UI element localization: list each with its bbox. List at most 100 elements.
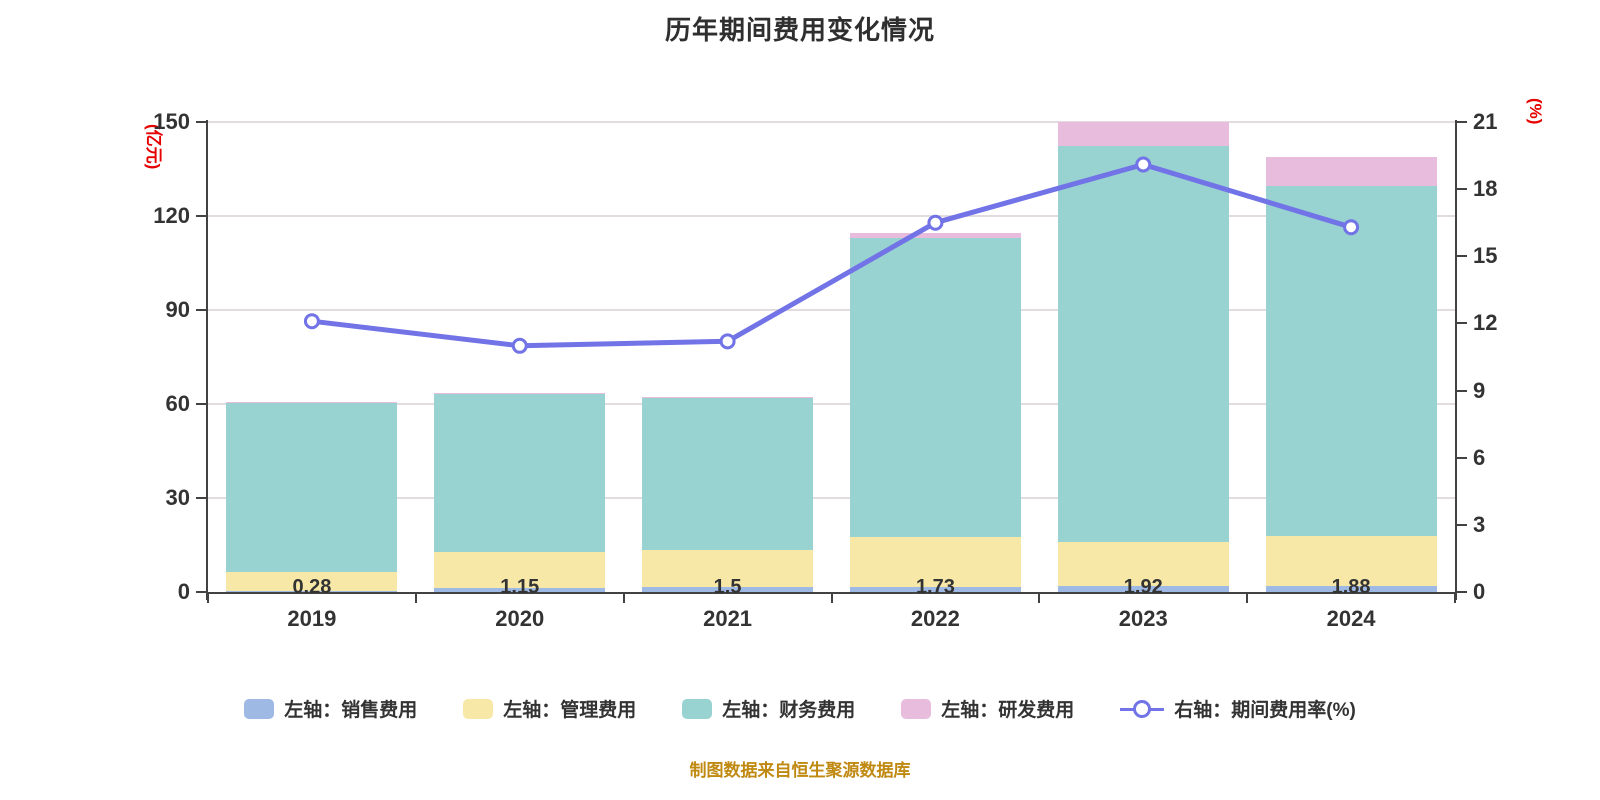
legend-label: 右轴：期间费用率(%) <box>1174 700 1356 721</box>
legend-line-dot <box>1133 699 1152 718</box>
bar-2023-左轴：销售费用[interactable] <box>1057 585 1229 592</box>
x-axis-tick <box>1246 594 1249 603</box>
right-axis-tick-label: 6 <box>1473 444 1486 470</box>
bar-value-label: 1.88 <box>1331 576 1371 598</box>
bar-2022-左轴：管理费用[interactable] <box>849 536 1021 587</box>
bar-2019-左轴：管理费用[interactable] <box>226 572 398 592</box>
data-source-caption: 制图数据来自恒生聚源数据库 <box>689 761 911 780</box>
bar-value-label: 1.15 <box>500 576 540 598</box>
bar-2020-左轴：管理费用[interactable] <box>434 551 606 589</box>
x-axis-tick <box>207 594 209 603</box>
rate-point-2024[interactable] <box>1343 219 1360 236</box>
left-axis-tick <box>196 497 206 499</box>
bar-2023-左轴：财务费用[interactable] <box>1057 146 1229 542</box>
rate-point-2020[interactable] <box>511 337 528 354</box>
x-axis-category-label: 2022 <box>910 606 960 631</box>
legend-swatch-icon <box>244 698 275 719</box>
legend-label: 左轴：销售费用 <box>284 700 418 721</box>
bar-2024-左轴：研发费用[interactable] <box>1265 156 1437 186</box>
left-axis-tick-label: 120 <box>153 203 190 228</box>
gridline <box>208 215 1455 217</box>
legend-label: 左轴：管理费用 <box>503 700 637 721</box>
right-axis-tick <box>1457 591 1467 593</box>
right-axis-tick <box>1457 523 1467 526</box>
x-axis-category-label: 2021 <box>703 606 753 631</box>
right-axis-tick-label: 0 <box>1473 579 1486 604</box>
rate-point-2021[interactable] <box>719 333 736 350</box>
right-axis-tick <box>1457 188 1467 191</box>
bar-2019-左轴：研发费用[interactable] <box>226 401 398 404</box>
right-axis-tick <box>1457 322 1467 325</box>
bar-2024-左轴：财务费用[interactable] <box>1265 186 1437 536</box>
bar-2024-左轴：管理费用[interactable] <box>1265 535 1437 587</box>
bar-2021-左轴：管理费用[interactable] <box>642 550 814 588</box>
right-axis-tick-label: 15 <box>1473 243 1498 269</box>
bar-value-label: 1.92 <box>1123 576 1163 598</box>
right-axis-tick-label: 21 <box>1473 109 1498 134</box>
rate-line <box>311 162 1352 349</box>
legend-line-marker-icon <box>1120 699 1165 719</box>
plot-area: 0.28 1.15 1.5 1.73 1.92 1.88 <box>208 121 1455 598</box>
legend: 左轴：销售费用 左轴：管理费用 左轴：财务费用 左轴：研发费用 右轴：期间费用率(%) <box>0 695 1600 722</box>
bar-2021-左轴：财务费用[interactable] <box>642 398 814 551</box>
bar-2020-左轴：销售费用[interactable] <box>434 588 606 592</box>
left-axis-tick-label: 60 <box>165 391 190 416</box>
gridline <box>208 403 1455 405</box>
bar-2021-左轴：研发费用[interactable] <box>642 396 814 399</box>
bar-2019-左轴：财务费用[interactable] <box>226 403 398 573</box>
legend-label: 左轴：研发费用 <box>941 700 1075 721</box>
legend-item-左轴：管理费用[interactable]: 左轴：管理费用 <box>463 695 636 722</box>
legend-label: 左轴：财务费用 <box>722 700 856 721</box>
left-axis-tick <box>196 309 206 311</box>
bar-value-label: 1.5 <box>713 576 742 598</box>
legend-item-右轴：期间费用率(%)[interactable]: 右轴：期间费用率(%) <box>1120 695 1356 722</box>
right-axis-tick <box>1457 389 1467 392</box>
bar-2021-左轴：销售费用[interactable] <box>642 587 814 592</box>
right-axis-tick-label: 12 <box>1473 310 1498 336</box>
right-axis-unit-label: (%) <box>1526 98 1545 125</box>
rate-point-2023[interactable] <box>1135 156 1152 173</box>
legend-item-左轴：财务费用[interactable]: 左轴：财务费用 <box>682 695 855 722</box>
left-axis-tick-label: 0 <box>177 579 190 604</box>
rate-line-chart <box>303 156 1360 354</box>
left-axis-tick <box>196 121 206 123</box>
right-axis-tick-label: 9 <box>1473 377 1486 403</box>
bar-2022-左轴：销售费用[interactable] <box>849 586 1021 592</box>
right-axis-tick <box>1457 255 1467 258</box>
x-axis-category-label: 2020 <box>495 606 545 631</box>
bar-value-label: 0.28 <box>292 576 332 598</box>
legend-item-左轴：销售费用[interactable]: 左轴：销售费用 <box>244 695 417 722</box>
left-axis-tick <box>196 403 206 405</box>
rate-point-2022[interactable] <box>927 214 944 231</box>
left-axis-tick <box>196 591 206 593</box>
x-axis-tick <box>1038 594 1041 603</box>
bar-2020-左轴：财务费用[interactable] <box>434 394 606 552</box>
bar-2020-左轴：研发费用[interactable] <box>434 392 606 395</box>
bar-2019-左轴：销售费用[interactable] <box>226 591 398 592</box>
gridline <box>208 497 1455 499</box>
bar-2022-左轴：研发费用[interactable] <box>849 233 1021 238</box>
right-axis-line <box>1455 120 1457 600</box>
left-axis-tick-label: 90 <box>165 297 190 322</box>
bar-2024-左轴：销售费用[interactable] <box>1265 586 1437 592</box>
bar-2023-左轴：管理费用[interactable] <box>1057 541 1229 586</box>
chart-title: 历年期间费用变化情况 <box>664 15 935 45</box>
legend-swatch-icon <box>463 698 494 719</box>
gridline <box>208 121 1455 123</box>
legend-swatch-icon <box>682 698 713 719</box>
bar-value-label: 1.73 <box>915 576 955 598</box>
left-axis-tick-label: 30 <box>165 485 190 510</box>
x-axis-tick <box>1454 594 1456 603</box>
legend-item-左轴：研发费用[interactable]: 左轴：研发费用 <box>901 695 1074 722</box>
gridline <box>208 309 1455 311</box>
left-axis-tick <box>196 215 206 217</box>
x-axis-line <box>206 592 1457 594</box>
bar-2022-左轴：财务费用[interactable] <box>849 237 1021 537</box>
bar-2023-左轴：研发费用[interactable] <box>1057 122 1229 147</box>
rate-point-2019[interactable] <box>303 313 320 330</box>
right-axis-tick-label: 18 <box>1473 176 1498 202</box>
left-axis-line <box>206 120 208 600</box>
right-axis-tick <box>1457 121 1467 123</box>
x-axis-tick <box>622 594 625 603</box>
